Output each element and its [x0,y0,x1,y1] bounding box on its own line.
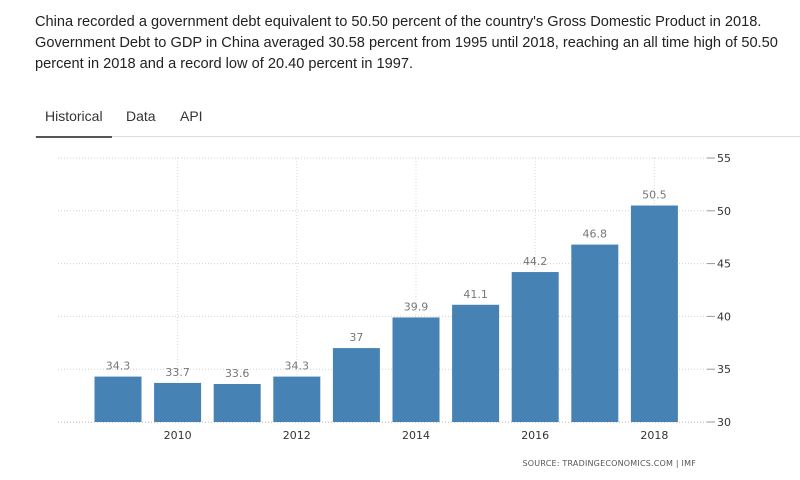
data-label-2013: 37 [349,331,363,344]
x-axis: 2010 2012 2014 2016 2018 [164,429,669,442]
data-label-2017: 46.8 [583,228,608,241]
data-label-2009: 34.3 [106,360,131,373]
bar-2017[interactable] [571,244,619,422]
x-tick-label: 2016 [521,429,549,442]
y-tick-label: 30 [717,416,731,429]
tab-api[interactable]: API [180,108,203,124]
data-label-2012: 34.3 [285,360,310,373]
y-tick-label: 35 [717,363,731,376]
tab-divider [35,136,800,137]
y-tick-label: 45 [717,258,731,271]
bar-chart: 34.3 33.7 33.6 34.3 37 39.9 41.1 44.2 46.8 50.5 2… [58,152,731,468]
bar-2012[interactable] [273,376,321,422]
x-tick-label: 2012 [283,429,311,442]
y-tick-label: 55 [717,152,731,165]
bar-2009[interactable] [94,376,142,422]
x-tick-label: 2018 [640,429,668,442]
data-label-2010: 33.7 [165,366,190,379]
bar-2011[interactable] [213,383,261,422]
grid-lines [58,157,707,423]
x-tick-label: 2014 [402,429,430,442]
data-label-2018: 50.5 [642,189,667,202]
tab-historical[interactable]: Historical [36,108,112,138]
x-tick-label: 2010 [164,429,192,442]
y-tick-label: 50 [717,205,731,218]
tab-data[interactable]: Data [126,108,156,124]
data-label-2011: 33.6 [225,367,250,380]
data-label-2015: 41.1 [463,288,488,301]
y-axis: 30 35 40 45 50 55 [707,152,731,429]
data-label-2014: 39.9 [404,300,429,313]
source-note: SOURCE: TRADINGECONOMICS.COM | IMF [523,459,697,468]
bar-2014[interactable] [392,317,440,422]
bar-2015[interactable] [452,304,500,422]
data-label-2016: 44.2 [523,255,548,268]
bar-2016[interactable] [511,272,559,422]
bar-2010[interactable] [154,382,202,422]
data-labels: 34.3 33.7 33.6 34.3 37 39.9 41.1 44.2 46.8 50.5 [106,189,667,380]
tab-bar: Historical Data API [35,98,800,138]
bar-2013[interactable] [332,348,380,422]
bar-2018[interactable] [630,205,678,422]
description-text: China recorded a government debt equival… [35,14,778,72]
bars [94,205,678,422]
y-tick-label: 40 [717,310,731,323]
